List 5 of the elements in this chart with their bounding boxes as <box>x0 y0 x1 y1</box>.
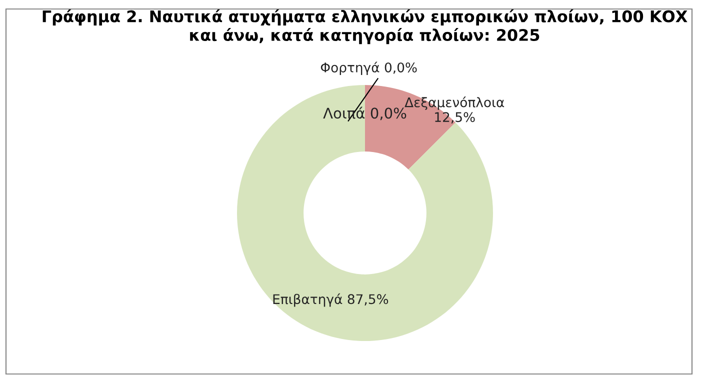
data-label: 12,5% <box>435 112 475 124</box>
slice-label: Επιβατηγά 87,5% <box>273 293 388 307</box>
chart-title: Γράφημα 2. Ναυτικά ατυχήματα ελληνικών εμπορικών πλοίων, 100 ΚΟΧ και άνω, κατά κατηγορία πλοίων: 2025 <box>42 9 688 44</box>
slice-label: Δεξαμενόπλοια <box>404 96 504 110</box>
category-label: Φορτηγά 0,0% <box>320 62 417 76</box>
